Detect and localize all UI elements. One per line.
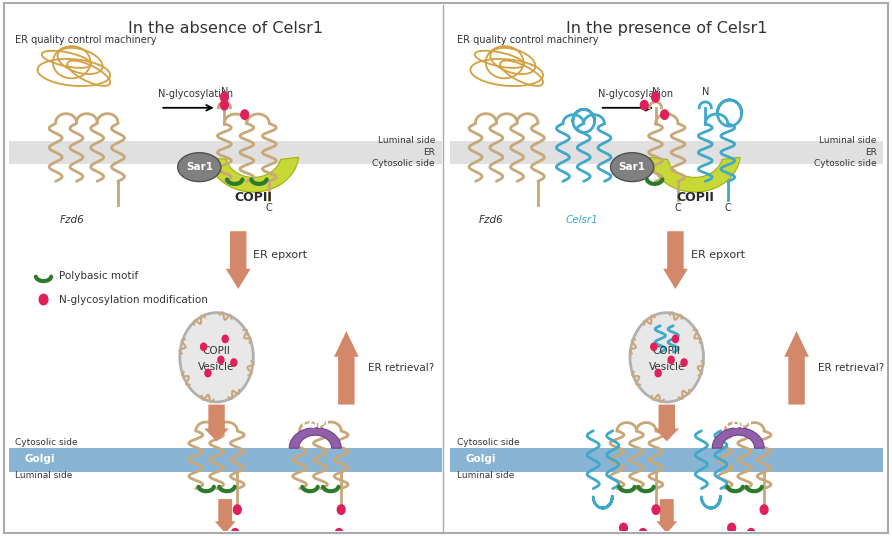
Text: Luminal side: Luminal side [457,471,515,480]
Text: Sar1: Sar1 [619,162,646,172]
Text: Fzd6: Fzd6 [479,215,504,225]
Circle shape [201,343,207,351]
Text: N: N [220,87,228,97]
Text: N-glycosylation modification: N-glycosylation modification [59,294,208,304]
Text: COPII: COPII [676,191,714,204]
Text: Fzd6: Fzd6 [59,215,84,225]
Text: Celsr1: Celsr1 [566,215,599,225]
Polygon shape [663,231,688,289]
Circle shape [241,110,249,120]
Polygon shape [215,499,235,533]
Circle shape [222,335,228,343]
Circle shape [335,528,343,536]
Text: COPII: COPII [653,346,681,356]
Polygon shape [334,331,359,405]
Text: C: C [724,203,731,213]
Circle shape [760,505,768,515]
Circle shape [205,369,211,377]
Polygon shape [784,331,809,405]
FancyBboxPatch shape [9,140,442,164]
Ellipse shape [178,153,221,182]
Text: Cytosolic side: Cytosolic side [457,438,519,448]
Text: Cytosolic side: Cytosolic side [814,160,877,168]
Circle shape [681,359,687,366]
Circle shape [639,528,647,536]
Circle shape [747,528,755,536]
Text: ER retrieval?: ER retrieval? [368,363,434,373]
Circle shape [220,93,228,102]
Text: Luminal side: Luminal side [819,136,877,145]
Polygon shape [226,231,251,289]
Text: ER: ER [423,148,435,157]
Text: Golgi: Golgi [466,453,496,464]
Polygon shape [657,499,677,533]
Text: Sar1: Sar1 [186,162,213,172]
Circle shape [220,100,228,110]
Circle shape [218,356,224,363]
FancyBboxPatch shape [450,448,883,472]
Circle shape [39,294,48,305]
Text: In the absence of Celsr1: In the absence of Celsr1 [128,21,323,36]
Text: Polybasic motif: Polybasic motif [59,271,138,281]
Circle shape [630,312,704,402]
Polygon shape [289,428,341,448]
Circle shape [668,356,674,363]
Text: N-glycosylation: N-glycosylation [158,90,234,99]
Text: Luminal side: Luminal side [377,136,435,145]
Circle shape [652,93,659,102]
Text: Cytosolic side: Cytosolic side [373,160,435,168]
FancyBboxPatch shape [9,448,442,472]
Circle shape [640,100,648,110]
Text: Vesicle: Vesicle [648,362,685,372]
Text: Golgi: Golgi [24,453,54,464]
Circle shape [231,528,239,536]
Text: Luminal side: Luminal side [15,471,73,480]
Text: ER retrieval?: ER retrieval? [818,363,885,373]
Polygon shape [649,158,740,192]
Ellipse shape [610,153,654,182]
Circle shape [234,505,241,515]
Circle shape [231,359,237,366]
Circle shape [673,335,679,343]
FancyBboxPatch shape [450,140,883,164]
Polygon shape [204,405,229,441]
Text: COPI: COPI [301,420,329,429]
Text: ER quality control machinery: ER quality control machinery [457,34,599,44]
Text: Cytosolic side: Cytosolic side [15,438,78,448]
Text: COPI: COPI [724,420,752,429]
Text: C: C [674,203,681,213]
Polygon shape [655,405,679,441]
Text: N: N [652,87,659,97]
Circle shape [655,369,661,377]
Circle shape [337,505,345,515]
Text: ER epxort: ER epxort [253,250,308,260]
Text: C: C [266,203,273,213]
Text: In the presence of Celsr1: In the presence of Celsr1 [566,21,767,36]
Polygon shape [208,158,299,192]
Circle shape [620,523,627,533]
Circle shape [180,312,253,402]
Text: ER quality control machinery: ER quality control machinery [15,34,157,44]
Text: COPII: COPII [235,191,272,204]
Text: N-glycosylation: N-glycosylation [598,90,673,99]
Text: ER: ER [864,148,877,157]
Text: N: N [702,87,709,97]
Circle shape [661,110,668,120]
Text: COPII: COPII [202,346,230,356]
Circle shape [652,505,660,515]
Circle shape [728,523,736,533]
Circle shape [651,343,657,351]
Polygon shape [712,428,764,448]
Text: ER epxort: ER epxort [690,250,745,260]
Text: Vesicle: Vesicle [198,362,235,372]
